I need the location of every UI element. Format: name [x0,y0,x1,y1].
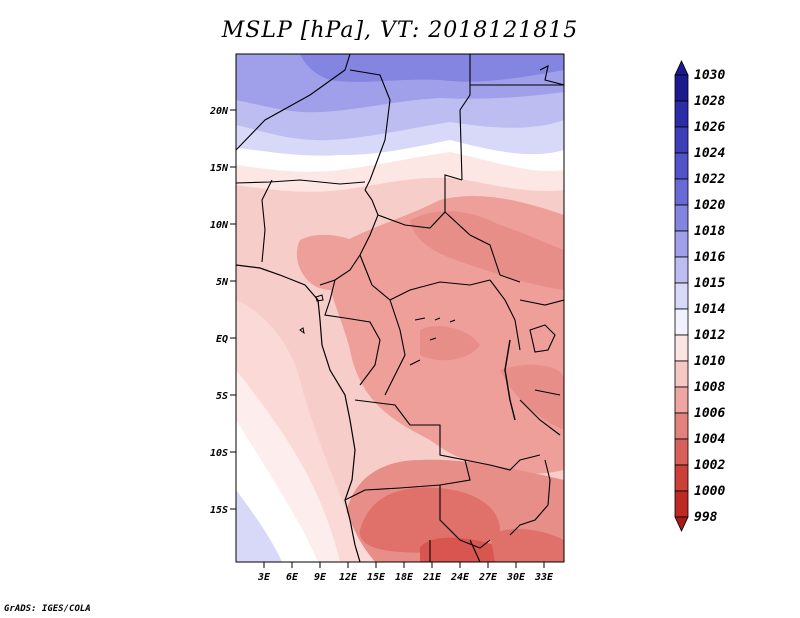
colorbar-segment [674,438,689,466]
lon-label: 6E [286,572,299,583]
colorbar-label: 1012 [694,328,725,343]
colorbar-segment [674,412,689,440]
colorbar-label: 998 [694,510,718,525]
lat-label: 10S [210,448,228,459]
colorbar-label: 1008 [694,380,725,395]
colorbar-arrow-top [674,60,689,76]
country-borders [236,54,564,562]
lon-label: 24E [450,572,470,583]
field-1022-north [300,54,564,82]
colorbar-segment [674,360,689,388]
colorbar-label: 1014 [694,302,725,317]
colorbar-segment [674,386,689,414]
lon-label: 9E [314,572,327,583]
lat-label: 15S [210,505,228,516]
colorbar-label: 1024 [694,146,725,161]
colorbar: 1030 1028 1026 1024 1022 1020 1018 1016 1015 1014… [674,60,725,532]
colorbar-segment [674,152,689,180]
colorbar-label: 1010 [694,354,725,369]
colorbar-segment [674,256,689,284]
colorbar-label: 1000 [694,484,725,499]
colorbar-segment [674,100,689,128]
lat-label: 20N [209,106,229,117]
colorbar-label: 1018 [694,224,725,239]
colorbar-label: 1006 [694,406,725,421]
lon-label: 15E [367,572,386,583]
lat-label: 5S [216,391,228,402]
colorbar-segment [674,334,689,362]
colorbar-label: 1004 [694,432,725,447]
colorbar-segment [674,464,689,492]
colorbar-segment [674,126,689,154]
island-sao-tome [299,327,305,335]
colorbar-label: 1002 [694,458,725,473]
lon-label: 3E [257,572,271,583]
lon-label: 33E [534,572,554,583]
colorbar-label: 1016 [694,250,725,265]
lat-axis: 20N 15N 10N 5N EQ 5S 10S 15S [209,106,236,516]
colorbar-segment [674,490,689,518]
field-1006-south [359,487,500,553]
lat-label: EQ [216,334,228,345]
field-1008-tanzania [500,364,564,430]
lat-label: 15N [210,163,229,174]
lon-label: 30E [506,572,526,583]
lon-label: 21E [422,572,442,583]
lon-label: 12E [339,572,358,583]
lat-label: 5N [216,277,229,288]
colorbar-segment [674,230,689,258]
colorbar-segment [674,74,689,102]
field-1016-sw [236,490,282,562]
colorbar-segment [674,308,689,336]
colorbar-label: 1015 [694,276,725,291]
island-bioko [315,294,324,302]
colorbar-segment [674,204,689,232]
lon-label: 18E [395,572,414,583]
lon-axis: 3E 6E 9E 12E 15E 18E 21E 24E 27E 30E 33E [257,562,554,583]
colorbar-label: 1020 [694,198,725,213]
map-panel [236,54,564,562]
colorbar-label: 1022 [694,172,725,187]
field-1010-nigeria [296,234,373,290]
field-1006-se [490,528,564,562]
lat-label: 10N [210,220,229,231]
colorbar-segment [674,282,689,310]
colorbar-segment [674,178,689,206]
field-1008-congo [420,325,480,361]
colorbar-label: 1030 [694,68,725,83]
map-title: MSLP [hPa], VT: 2018121815 [221,18,579,43]
colorbar-label: 1028 [694,94,725,109]
colorbar-label: 1026 [694,120,725,135]
field-1008-sudan [410,210,564,290]
lon-label: 27E [478,572,498,583]
grads-credit: GrADS: IGES/COLA [4,604,91,614]
map-frame [235,53,565,563]
colorbar-arrow-bottom [674,516,689,532]
